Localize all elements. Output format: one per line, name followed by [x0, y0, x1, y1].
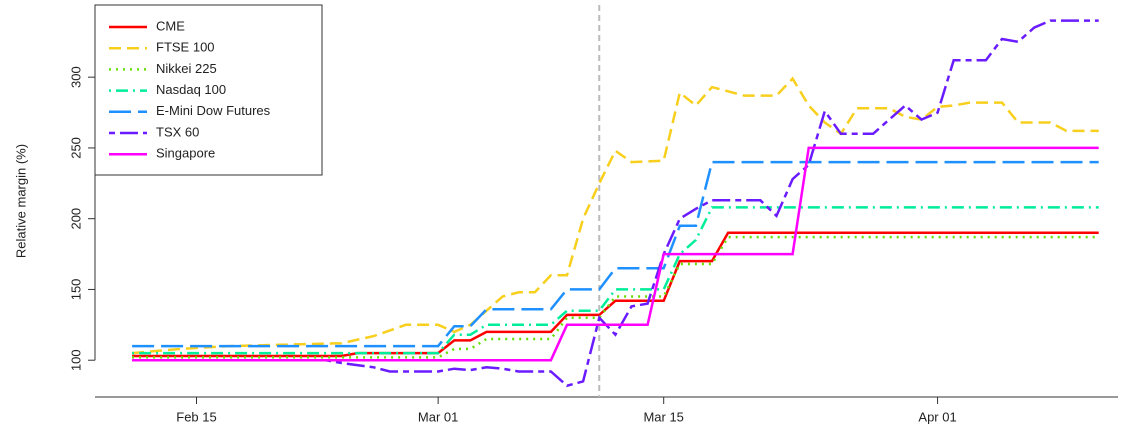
x-tick-label: Apr 01 — [918, 409, 956, 424]
x-tick-label: Feb 15 — [176, 409, 216, 424]
series-line — [132, 231, 1099, 358]
series-line — [132, 235, 1099, 359]
series-line — [132, 19, 1099, 388]
legend-label: Nasdaq 100 — [156, 82, 226, 97]
y-axis-label: Relative margin (%) — [13, 144, 28, 258]
x-tick-label: Mar 15 — [643, 409, 683, 424]
y-tick-label: 250 — [68, 137, 83, 159]
y-tick-label: 200 — [68, 208, 83, 230]
y-tick-label: 100 — [68, 349, 83, 371]
y-tick-label: 150 — [68, 279, 83, 301]
y-tick-label: 300 — [68, 66, 83, 88]
series-line — [132, 160, 1099, 348]
legend-label: Singapore — [156, 146, 215, 161]
legend-label: TSX 60 — [156, 124, 199, 139]
legend-label: CME — [156, 18, 185, 33]
legend-label: FTSE 100 — [156, 40, 215, 55]
legend: CME FTSE 100 Nikkei 225 Nasdaq 100 E-Mini Do… — [94, 4, 323, 176]
legend-label: Nikkei 225 — [156, 61, 217, 76]
series-line — [132, 146, 1099, 362]
series-line — [131, 76, 1099, 355]
legend-label: E-Mini Dow Futures — [156, 103, 271, 118]
x-tick-label: Mar 01 — [418, 409, 458, 424]
series-line — [132, 206, 1099, 355]
legend-box — [94, 4, 323, 176]
